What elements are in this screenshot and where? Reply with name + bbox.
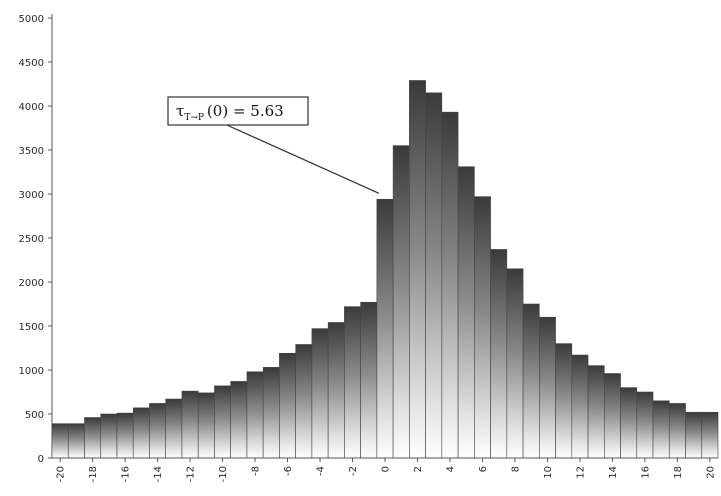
annotation: τT→P (0) = 5.63 bbox=[167, 96, 380, 194]
y-tick-label: 4000 bbox=[19, 102, 44, 113]
x-tick-label: -2 bbox=[348, 466, 359, 476]
bar bbox=[490, 249, 508, 459]
x-tick-label: 14 bbox=[608, 466, 619, 479]
bar bbox=[603, 373, 621, 459]
x-tick-label: 16 bbox=[640, 466, 651, 479]
annotation-leader-line bbox=[226, 124, 380, 194]
bar bbox=[587, 365, 605, 459]
bar bbox=[636, 391, 654, 459]
bar bbox=[262, 367, 280, 459]
y-tick-label: 5000 bbox=[19, 14, 44, 25]
x-tick-label: 10 bbox=[543, 466, 554, 479]
bar bbox=[84, 417, 102, 459]
bar bbox=[668, 403, 686, 459]
y-tick-label: 2500 bbox=[19, 234, 44, 245]
y-tick-label: 1000 bbox=[19, 366, 44, 377]
bar bbox=[392, 145, 410, 459]
bar bbox=[441, 111, 459, 459]
y-tick-label: 3500 bbox=[19, 146, 44, 157]
bar bbox=[506, 268, 524, 459]
bar bbox=[409, 80, 426, 459]
bar bbox=[522, 303, 540, 459]
x-tick-label: 20 bbox=[705, 466, 716, 479]
y-axis: 0 500 1000 1500 2000 2500 3000 3500 4000 4500 5000 bbox=[19, 14, 53, 465]
x-tick-label: 6 bbox=[478, 466, 489, 472]
annotation-subscript: T→P bbox=[184, 113, 204, 123]
bar bbox=[67, 423, 85, 459]
x-tick-label: 12 bbox=[575, 466, 586, 479]
y-tick-label: 1500 bbox=[19, 322, 44, 333]
x-tick-label: 4 bbox=[445, 466, 456, 472]
bar bbox=[51, 423, 69, 459]
x-tick-label: -16 bbox=[121, 466, 132, 482]
x-tick-label: -18 bbox=[88, 466, 99, 482]
x-tick-label: -10 bbox=[218, 466, 229, 482]
annotation-suffix: (0) = 5.63 bbox=[207, 102, 284, 120]
bar bbox=[279, 352, 296, 459]
bar bbox=[197, 392, 215, 459]
bar bbox=[620, 387, 638, 459]
x-axis: -20 -18 -16 -14 -12 -10 -8 -6 -4 -2 0 2 4 6 8 10 12 14 16 1… bbox=[52, 457, 718, 482]
bar bbox=[327, 322, 345, 459]
bar bbox=[344, 306, 361, 459]
x-tick-label: 18 bbox=[673, 466, 684, 479]
bar bbox=[376, 198, 394, 459]
x-tick-label: 0 bbox=[381, 466, 392, 472]
bar bbox=[214, 385, 231, 459]
y-tick-label: 0 bbox=[38, 454, 44, 465]
bar bbox=[311, 328, 329, 459]
bar bbox=[100, 413, 118, 459]
x-tick-label: 2 bbox=[413, 466, 424, 472]
bar bbox=[701, 411, 719, 459]
bar bbox=[539, 316, 556, 459]
x-tick-label: -20 bbox=[56, 466, 67, 482]
bar bbox=[685, 411, 703, 459]
x-tick-label: -6 bbox=[283, 466, 294, 476]
bar bbox=[360, 301, 378, 459]
x-tick-label: -8 bbox=[251, 466, 262, 476]
bar bbox=[246, 371, 264, 459]
bar bbox=[571, 354, 589, 459]
annotation-text: τT→P (0) = 5.63 bbox=[176, 102, 284, 123]
bar bbox=[457, 166, 475, 459]
bar bbox=[149, 403, 167, 459]
bar bbox=[165, 398, 183, 459]
x-tick-label: -14 bbox=[153, 466, 164, 482]
bars bbox=[51, 80, 719, 459]
x-tick-label: -12 bbox=[186, 466, 197, 482]
y-tick-label: 500 bbox=[25, 410, 44, 421]
bar bbox=[425, 92, 443, 459]
bar bbox=[555, 343, 573, 459]
bar bbox=[230, 381, 248, 459]
bar bbox=[295, 344, 313, 459]
bar bbox=[132, 407, 150, 459]
y-tick-label: 2000 bbox=[19, 278, 44, 289]
bar bbox=[652, 400, 670, 459]
bar bbox=[181, 390, 199, 459]
y-tick-label: 3000 bbox=[19, 190, 44, 201]
x-tick-label: 8 bbox=[510, 466, 521, 472]
y-tick-label: 4500 bbox=[19, 58, 44, 69]
annotation-symbol: τ bbox=[176, 102, 184, 120]
annotation-box bbox=[167, 96, 309, 126]
bar bbox=[116, 412, 134, 459]
x-tick-label: -4 bbox=[316, 466, 327, 476]
bar bbox=[474, 196, 491, 459]
